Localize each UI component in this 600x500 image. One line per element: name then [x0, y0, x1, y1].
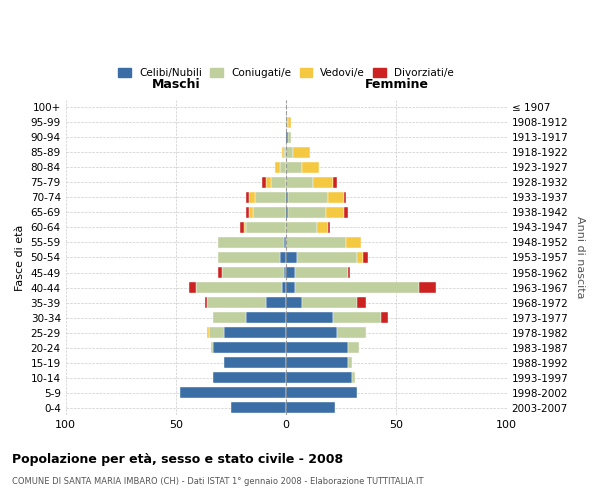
Bar: [275, 162, 280, 173]
Bar: [262, 177, 266, 188]
Bar: [211, 342, 214, 353]
Bar: [240, 222, 244, 233]
Bar: [419, 282, 436, 293]
Bar: [348, 357, 352, 368]
Bar: [181, 387, 286, 398]
Bar: [286, 267, 295, 278]
Bar: [295, 267, 348, 278]
Bar: [286, 222, 317, 233]
Bar: [218, 267, 222, 278]
Bar: [326, 207, 344, 218]
Bar: [286, 252, 297, 263]
Bar: [286, 132, 289, 143]
Bar: [218, 252, 280, 263]
Bar: [344, 192, 346, 203]
Bar: [286, 117, 289, 128]
Bar: [297, 252, 357, 263]
Bar: [247, 312, 286, 323]
Text: COMUNE DI SANTA MARIA IMBARO (CH) - Dati ISTAT 1° gennaio 2008 - Elaborazione TU: COMUNE DI SANTA MARIA IMBARO (CH) - Dati…: [12, 478, 424, 486]
Bar: [286, 282, 295, 293]
Bar: [207, 297, 266, 308]
Bar: [332, 312, 381, 323]
Legend: Celibi/Nubili, Coniugati/e, Vedovi/e, Divorziati/e: Celibi/Nubili, Coniugati/e, Vedovi/e, Di…: [114, 64, 458, 82]
Bar: [286, 387, 357, 398]
Bar: [286, 177, 313, 188]
Bar: [328, 192, 344, 203]
Bar: [289, 207, 326, 218]
Bar: [352, 372, 355, 383]
Y-axis label: Fasce di età: Fasce di età: [15, 224, 25, 290]
Bar: [247, 222, 286, 233]
Bar: [280, 252, 286, 263]
Bar: [214, 342, 286, 353]
Text: Maschi: Maschi: [152, 78, 200, 91]
Text: Popolazione per età, sesso e stato civile - 2008: Popolazione per età, sesso e stato civil…: [12, 452, 343, 466]
Bar: [286, 162, 302, 173]
Bar: [332, 177, 337, 188]
Bar: [253, 207, 286, 218]
Bar: [289, 117, 290, 128]
Bar: [317, 222, 328, 233]
Bar: [286, 357, 348, 368]
Bar: [364, 252, 368, 263]
Bar: [266, 297, 286, 308]
Bar: [209, 327, 224, 338]
Bar: [284, 147, 286, 158]
Bar: [381, 312, 388, 323]
Bar: [293, 147, 310, 158]
Bar: [280, 162, 286, 173]
Bar: [249, 207, 253, 218]
Bar: [344, 207, 348, 218]
Bar: [286, 297, 302, 308]
Bar: [286, 312, 332, 323]
Bar: [357, 297, 365, 308]
Bar: [286, 402, 335, 413]
Bar: [207, 327, 209, 338]
Bar: [247, 207, 249, 218]
Bar: [196, 282, 282, 293]
Bar: [302, 162, 319, 173]
Bar: [247, 192, 249, 203]
Bar: [357, 252, 364, 263]
Text: Femmine: Femmine: [364, 78, 428, 91]
Bar: [284, 267, 286, 278]
Bar: [189, 282, 196, 293]
Bar: [302, 297, 357, 308]
Bar: [218, 237, 284, 248]
Bar: [346, 237, 361, 248]
Bar: [224, 327, 286, 338]
Bar: [295, 282, 419, 293]
Bar: [282, 147, 284, 158]
Y-axis label: Anni di nascita: Anni di nascita: [575, 216, 585, 298]
Bar: [286, 207, 289, 218]
Bar: [284, 237, 286, 248]
Bar: [286, 147, 293, 158]
Bar: [286, 192, 289, 203]
Bar: [244, 222, 247, 233]
Bar: [282, 282, 286, 293]
Bar: [231, 402, 286, 413]
Bar: [249, 192, 256, 203]
Bar: [214, 372, 286, 383]
Bar: [256, 192, 286, 203]
Bar: [266, 177, 271, 188]
Bar: [348, 342, 359, 353]
Bar: [313, 177, 332, 188]
Bar: [271, 177, 286, 188]
Bar: [348, 267, 350, 278]
Bar: [286, 237, 346, 248]
Bar: [205, 297, 207, 308]
Bar: [337, 327, 365, 338]
Bar: [224, 357, 286, 368]
Bar: [214, 312, 247, 323]
Bar: [286, 327, 337, 338]
Bar: [286, 372, 352, 383]
Bar: [289, 132, 290, 143]
Bar: [286, 342, 348, 353]
Bar: [328, 222, 331, 233]
Bar: [222, 267, 284, 278]
Bar: [289, 192, 328, 203]
